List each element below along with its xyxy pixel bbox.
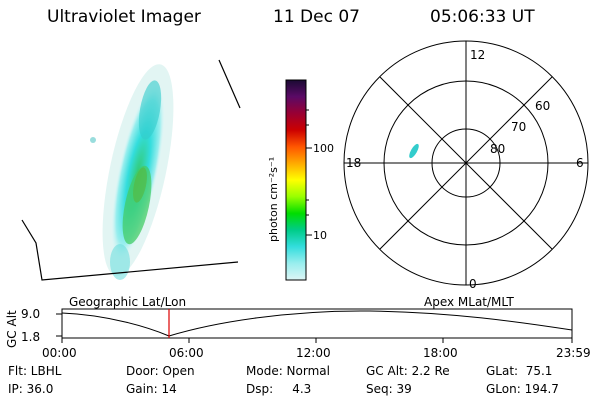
instrument-title: Ultraviolet Imager <box>47 7 201 27</box>
mlt-label-6: 6 <box>576 156 584 170</box>
mode-status: Mode: Normal <box>246 364 330 378</box>
ip-status: IP: 36.0 <box>8 382 54 396</box>
gc-alt-status: GC Alt: 2.2 Re <box>366 364 450 378</box>
seq-status: Seq: 39 <box>366 382 412 396</box>
mlat-label-80: 80 <box>490 142 505 156</box>
filter-status: Flt: LBHL <box>8 364 62 378</box>
mlt-label-18: 18 <box>346 156 361 170</box>
glat-status: GLat: 75.1 <box>486 364 553 378</box>
auroral-image <box>21 59 241 281</box>
door-status: Door: Open <box>126 364 195 378</box>
alt-axis-label: GC Alt <box>5 310 19 348</box>
geo-label: Geographic Lat/Lon <box>69 295 186 309</box>
earth-limb <box>218 59 241 109</box>
colorbar-tick-100: 100 <box>313 142 334 155</box>
x-tick-1200: 12:00 <box>296 346 331 360</box>
x-tick-0600: 06:00 <box>169 346 204 360</box>
polar-aurora-spot <box>409 143 419 159</box>
polar-labels: 12 18 6 0 60 70 80 <box>346 48 584 291</box>
dsp-status: Dsp: 4.3 <box>246 382 312 396</box>
x-tick-1800: 18:00 <box>423 346 458 360</box>
mlt-label-0: 0 <box>469 277 477 291</box>
time-label: 05:06:33 UT <box>430 7 535 27</box>
apex-label: Apex MLat/MLT <box>424 295 514 309</box>
mlat-label-70: 70 <box>511 120 526 134</box>
alt-tick-9: 9.0 <box>21 307 40 321</box>
date-label: 11 Dec 07 <box>273 7 360 27</box>
polar-grid <box>343 40 589 286</box>
earth-limb-lower <box>21 219 239 281</box>
colorbar-tick-10: 10 <box>313 229 327 242</box>
glon-status: GLon: 194.7 <box>486 382 559 396</box>
orbit-timeline: Geographic Lat/Lon Apex MLat/MLT 9.0 1.8… <box>5 295 591 360</box>
x-tick-0000: 00:00 <box>42 346 77 360</box>
colorbar-unit: photon cm⁻²s⁻¹ <box>267 157 280 242</box>
mlat-label-60: 60 <box>535 99 550 113</box>
x-tick-2359: 23:59 <box>556 346 591 360</box>
mlt-label-12: 12 <box>470 48 485 62</box>
alt-tick-1-8: 1.8 <box>21 330 40 344</box>
colorbar: 100 10 photon cm⁻²s⁻¹ <box>267 79 334 281</box>
gain-status: Gain: 14 <box>126 382 177 396</box>
